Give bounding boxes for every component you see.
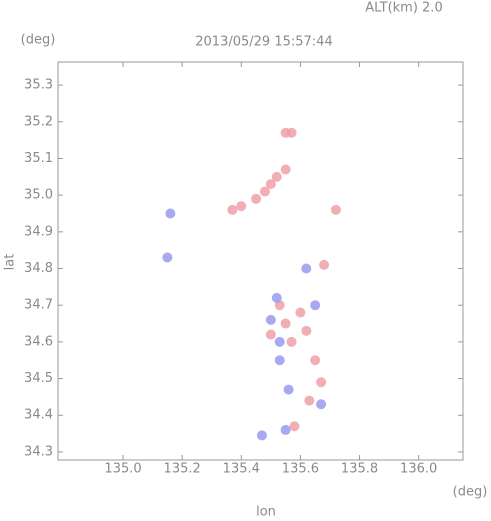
y-tick-label: 34.6 [24,334,53,349]
y-tick-label: 35.2 [24,114,53,129]
echo-point [280,318,291,329]
echo-point [316,399,327,410]
x-tick-label: 136.0 [400,462,437,477]
echo-point [289,421,300,432]
x-axis-title: lon [256,505,276,520]
echo-point [236,201,247,212]
y-tick-label: 35.0 [24,188,53,203]
echo-point [251,193,262,204]
x-unit: (deg) [453,485,488,500]
chart-title: 2013/05/29 15:57:44 [195,35,332,50]
echo-point [295,307,306,318]
echo-point [304,395,315,406]
echo-point [319,259,330,270]
echo-point [280,164,291,175]
echo-point [162,252,173,263]
echo-point [310,300,321,311]
echo-point [274,355,285,366]
echo-point [265,179,276,190]
x-tick-label: 135.8 [341,462,378,477]
y-tick-label: 35.3 [24,78,53,93]
y-tick-label: 34.4 [24,408,53,423]
y-axis-title: lat [3,254,18,271]
y-tick-label: 34.9 [24,224,53,239]
echo-point [265,329,276,340]
y-tick-label: 34.3 [24,444,53,459]
x-tick-label: 135.0 [104,462,141,477]
y-tick-label: 34.7 [24,298,53,313]
echo-point [259,186,270,197]
y-unit: (deg) [21,33,56,48]
y-tick-label: 35.1 [24,151,53,166]
echo-point [283,384,294,395]
x-tick-label: 135.4 [223,462,260,477]
echo-point [310,355,321,366]
echo-point [256,430,267,441]
echo-point [265,314,276,325]
y-tick-label: 34.8 [24,261,53,276]
echo-point [316,377,327,388]
y-tick-label: 34.5 [24,371,53,386]
echo-point [286,127,297,138]
plot-frame [57,61,464,461]
echo-point [271,292,282,303]
echo-point [330,204,341,215]
x-tick-label: 135.2 [164,462,201,477]
echo-point [280,424,291,435]
echo-point [227,204,238,215]
altitude-label: ALT(km) 2.0 [365,1,442,16]
echo-point [286,336,297,347]
echo-point [301,325,312,336]
echo-point [271,171,282,182]
x-tick-label: 135.6 [282,462,319,477]
echo-point [165,208,176,219]
echo-point [301,263,312,274]
echo-point [274,336,285,347]
